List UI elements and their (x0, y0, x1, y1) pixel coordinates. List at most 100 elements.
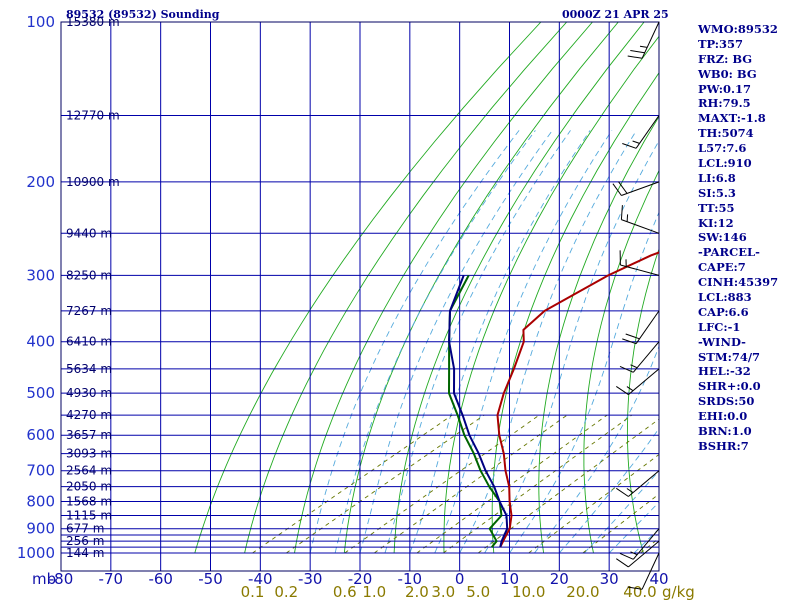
stat-item: WMO:89532 (698, 22, 778, 36)
barb-flag (620, 205, 623, 220)
grid-lines (60, 21, 660, 572)
sounding-time: 0000Z 21 APR 25 (562, 8, 669, 21)
barb-staff (620, 264, 660, 276)
barb-staff (641, 552, 660, 590)
temperature-tick-label: -50 (198, 570, 223, 588)
stat-item: HEL:-32 (698, 364, 751, 379)
moist-adiabat (309, 130, 520, 554)
temperature-tick-label: -10 (398, 570, 423, 588)
mixing-ratio-label: 3.0 (431, 583, 455, 600)
height-label: 12770 m (66, 109, 120, 123)
height-label: 256 m (66, 534, 104, 548)
barb-flag (619, 365, 634, 373)
mixing-ratio-line (528, 453, 659, 554)
wind-barb (619, 528, 660, 560)
height-label: 144 m (66, 546, 104, 560)
dry-adiabat (393, 22, 645, 554)
stat-item: STM:74/7 (698, 349, 761, 364)
barb-flag (625, 333, 640, 340)
wind-barb (627, 21, 660, 59)
temperature-tick-label: 30 (600, 570, 619, 588)
stat-item: EHI:0.0 (698, 409, 748, 424)
pressure-tick-label: 300 (26, 266, 55, 284)
stat-item: CAP:6.6 (698, 304, 749, 319)
barb-flag (618, 181, 628, 194)
temperature-tick-label: -60 (148, 570, 173, 588)
wind-barb (619, 341, 660, 373)
mixing-ratio-label: 20.0 (566, 583, 599, 600)
moist-adiabat (534, 345, 659, 554)
temperature-tick-label: -80 (49, 570, 74, 588)
wind-barb (619, 250, 660, 276)
dry-adiabat (244, 22, 568, 554)
height-label: 4270 m (66, 408, 112, 422)
stat-item: -WIND- (698, 334, 746, 349)
wind-barb (616, 368, 660, 396)
pressure-tick-label: 900 (26, 520, 55, 538)
mixing-ratio-line (477, 418, 659, 554)
height-label: 6410 m (66, 335, 112, 349)
temperature-tick-label: 20 (550, 570, 569, 588)
stat-item: CINH:45397 (698, 275, 779, 290)
dry-adiabat (491, 72, 659, 554)
height-label: 1115 m (66, 509, 112, 523)
barb-flag (616, 487, 629, 497)
mixing-ratio-label: 1.0 (362, 583, 386, 600)
barb-flag (616, 385, 629, 396)
mixing-ratio-line (286, 414, 485, 554)
mixing-ratio-label: 5.0 (466, 583, 490, 600)
temperature-tick-label: 10 (500, 570, 519, 588)
height-label: 7267 m (66, 304, 112, 318)
height-labels: 15380 m 12770 m 10900 m 9440 m 8250 m 7267 m 6… (66, 15, 120, 560)
height-label: 1568 m (66, 495, 112, 509)
barb-half-flag (639, 45, 648, 48)
wind-barb (616, 470, 660, 497)
mixing-ratio-label: 0.1 (241, 583, 265, 600)
barb-flag (619, 552, 634, 560)
temperature-tick-label: -70 (99, 570, 124, 588)
dry-adiabat (194, 22, 542, 554)
barb-flag (612, 183, 622, 196)
temperature-tick-labels: mb-80 -70 -60 -50 -40 -30 -20 -10 0 10 20 30 40 (32, 570, 669, 588)
mixing-ratio-label: 10.0 (512, 583, 545, 600)
stat-item: SRDS:50 (698, 394, 755, 409)
barb-flag (627, 586, 643, 590)
stat-item: LFC:-1 (698, 319, 741, 334)
barb-half-flag (630, 364, 638, 369)
barb-half-flag (626, 488, 634, 494)
stat-item: TH:5074 (698, 126, 754, 141)
mixing-ratio-label: 0.2 (274, 583, 298, 600)
height-label: 2050 m (66, 480, 112, 494)
pressure-tick-label: 200 (26, 173, 55, 191)
height-label: 677 m (66, 522, 104, 536)
stat-item: SHR+:0.0 (698, 379, 761, 394)
barb-staff (628, 470, 660, 497)
mixing-ratio-label: 40.0 (623, 583, 656, 600)
pressure-tick-label: 600 (26, 426, 55, 444)
barb-staff (635, 310, 660, 344)
stat-item: BSHR:7 (698, 438, 749, 453)
barb-staff (621, 219, 660, 234)
stat-item: MAXT:-1.8 (698, 111, 766, 126)
dry-adiabat (294, 22, 593, 554)
moist-adiabat (334, 130, 536, 554)
mixing-ratio-label: 0.6 (333, 583, 357, 600)
height-label: 5634 m (66, 362, 112, 376)
pressure-tick-label: 100 (26, 13, 55, 31)
pressure-tick-label: 800 (26, 493, 55, 511)
barb-half-flag (630, 551, 638, 556)
barb-staff (628, 540, 660, 568)
stat-item: CAPE:7 (698, 260, 746, 275)
stat-item: L57:7.6 (698, 141, 747, 156)
height-label: 4930 m (66, 386, 112, 400)
temperature-tick-label: 40 (649, 570, 668, 588)
mixing-ratio-line (443, 414, 633, 554)
moist-adiabat (558, 427, 659, 554)
profile-lines (448, 251, 659, 548)
stat-item: WB0: BG (698, 66, 757, 81)
axis-unit-label: mb (32, 570, 56, 588)
parcel-line (448, 275, 509, 548)
pressure-tick-label: 500 (26, 384, 55, 402)
stability-indices-panel: WMO:89532 TP:357 FRZ: BG WB0: BG PW:0.17 RH:7… (698, 22, 798, 454)
mixing-ratio-line (344, 414, 540, 554)
